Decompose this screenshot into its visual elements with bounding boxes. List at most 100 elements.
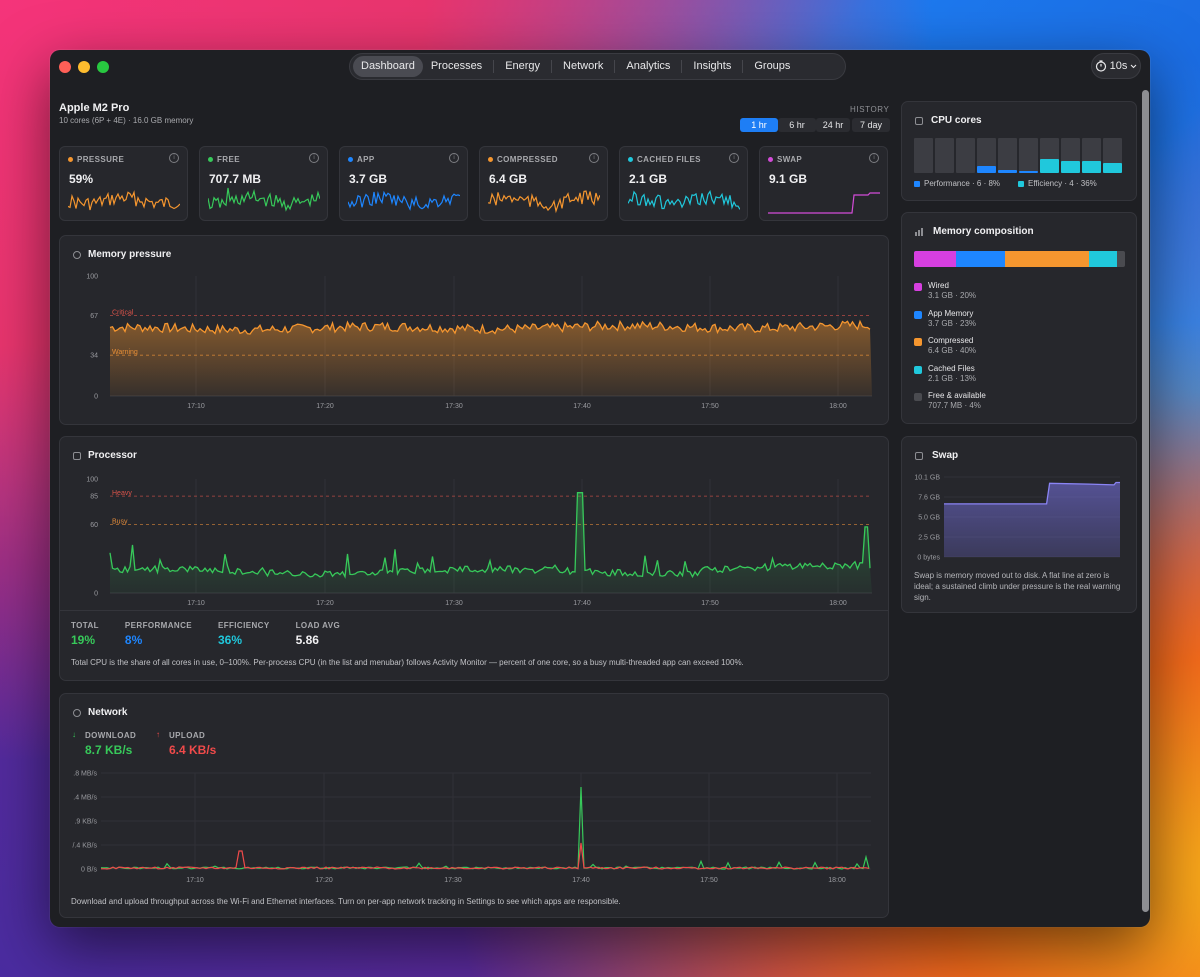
core-bar-4[interactable] (977, 138, 996, 173)
core-bar-10[interactable] (1103, 138, 1122, 173)
info-icon[interactable]: i (449, 153, 459, 163)
swap-panel: Swap 10.1 GB 7.6 GB 5.0 GB 2.5 GB 0 bytes Sw… (901, 436, 1137, 613)
core-bar-3[interactable] (956, 138, 975, 173)
tab-dashboard[interactable]: Dashboard (353, 56, 423, 77)
processor-stat-total: TOTAL 19% (71, 621, 99, 647)
swap-chart: 10.1 GB 7.6 GB 5.0 GB 2.5 GB 0 bytes (914, 475, 1120, 562)
stat-card-compressed[interactable]: COMPRESSED i 6.4 GB (479, 146, 608, 221)
tab-divider (614, 60, 616, 73)
core-bar-7[interactable] (1040, 138, 1059, 173)
info-icon[interactable]: i (169, 153, 179, 163)
info-icon[interactable]: i (729, 153, 739, 163)
stat-card-pressure[interactable]: PRESSURE i 59% (59, 146, 188, 221)
swap-note: Swap is memory moved out to disk. A flat… (914, 571, 1121, 602)
stat-label: APP (348, 155, 375, 164)
stat-label-text: PRESSURE (77, 155, 125, 164)
globe-icon (73, 709, 81, 717)
x-tick-label: 17:30 (444, 877, 462, 884)
swap-line (944, 481, 1120, 505)
x-tick-label: 18:00 (829, 600, 847, 607)
close-button[interactable] (59, 61, 71, 73)
core-bar-8[interactable] (1061, 138, 1080, 173)
stat-label: EFFICIENCY (218, 621, 270, 630)
core-bar-9[interactable] (1082, 138, 1101, 173)
processor-stat-performance: PERFORMANCE 8% (125, 621, 192, 647)
stat-value: 9.1 GB (769, 172, 808, 186)
status-dot (68, 157, 73, 163)
tab-energy[interactable]: Energy (505, 60, 541, 72)
core-load-fill (977, 166, 996, 173)
info-icon[interactable]: i (309, 153, 319, 163)
memory-composition-title: Memory composition (933, 226, 1034, 237)
minimize-button[interactable] (78, 61, 90, 73)
memory-segment-cached-files[interactable] (1089, 251, 1117, 267)
core-bar-1[interactable] (914, 138, 933, 173)
tab-processes[interactable]: Processes (430, 60, 483, 72)
stat-label: PRESSURE (68, 155, 124, 164)
stat-value: 6.4 GB (489, 172, 528, 186)
legend-detail: 3.1 GB · 20% (928, 291, 977, 300)
stat-label: COMPRESSED (488, 155, 558, 164)
info-icon[interactable]: i (869, 153, 879, 163)
stat-label-text: SWAP (777, 155, 803, 164)
range-1hr[interactable]: 1 hr (740, 118, 778, 132)
refresh-interval-button[interactable]: 10s (1091, 53, 1141, 79)
processor-stats: TOTAL 19% PERFORMANCE 8% EFFICIENCY 36% LOAD A… (71, 621, 366, 647)
pressure-area (110, 321, 872, 396)
core-bar-2[interactable] (935, 138, 954, 173)
processor-title: Processor (88, 450, 137, 461)
stat-card-free[interactable]: FREE i 707.7 MB (199, 146, 328, 221)
memory-composition-bar (914, 251, 1125, 267)
range-7day[interactable]: 7 day (852, 118, 890, 132)
tab-groups[interactable]: Groups (754, 60, 791, 72)
download-line (100, 786, 870, 870)
y-tick-label: 7.6 GB (918, 495, 940, 502)
memory-segment-wired[interactable] (914, 251, 957, 267)
stat-label: CACHED FILES (628, 155, 701, 164)
stat-label: PERFORMANCE (124, 621, 192, 630)
stat-card-cached-files[interactable]: CACHED FILES i 2.1 GB (619, 146, 748, 221)
core-bar-5[interactable] (998, 138, 1017, 173)
y-tick-label: 34 (90, 353, 98, 360)
legend-detail: 3.7 GB · 23% (928, 318, 977, 328)
stat-card-swap[interactable]: SWAP i 9.1 GB (759, 146, 888, 221)
core-load-fill (1061, 160, 1080, 173)
tab-divider (742, 60, 744, 73)
legend-name: Cached Files (928, 363, 975, 373)
memory-segment-app-memory[interactable] (956, 251, 1005, 267)
tab-insights[interactable]: Insights (693, 60, 732, 72)
sparkline (628, 190, 740, 210)
upload-value: 6.4 KB/s (169, 743, 217, 757)
sparkline (208, 187, 320, 212)
processor-panel: Processor 17:10 17:20 17:30 17:40 17:50 18:00… (59, 436, 889, 681)
range-6hr[interactable]: 6 hr (778, 118, 816, 132)
memory-segment-free-available[interactable] (1116, 251, 1125, 267)
x-tick-label: 17:10 (187, 600, 205, 607)
stat-value: 19% (71, 633, 96, 647)
range-24hr[interactable]: 24 hr (816, 118, 850, 132)
tab-network[interactable]: Network (563, 60, 604, 72)
legend-swatch (914, 365, 922, 374)
stat-label: FREE (208, 155, 240, 164)
pressure-line (109, 319, 871, 335)
threshold-label: Critical (112, 310, 134, 317)
tab-divider (493, 60, 495, 73)
sparkline-line (208, 187, 320, 212)
scrollbar-thumb[interactable] (1142, 90, 1149, 912)
memory-legend-item: Cached Files 2.1 GB · 13% (914, 364, 976, 383)
tab-analytics[interactable]: Analytics (626, 60, 671, 72)
performance-legend: Performance · 6 · 8% (924, 179, 1001, 188)
stat-value: 5.86 (295, 633, 319, 647)
info-icon[interactable]: i (589, 153, 599, 163)
scrollbar[interactable] (1142, 90, 1149, 912)
legend-text: App Memory 3.7 GB · 23% (928, 309, 976, 328)
zoom-button[interactable] (97, 61, 109, 73)
status-dot (208, 157, 213, 163)
stat-card-app[interactable]: APP i 3.7 GB (339, 146, 468, 221)
core-bar-6[interactable] (1019, 138, 1038, 173)
upload-arrow-icon: ↑ (156, 730, 161, 739)
upload-label: UPLOAD (169, 731, 206, 740)
stat-value: 707.7 MB (209, 172, 262, 186)
y-tick-label: 60 (90, 522, 98, 529)
memory-segment-compressed[interactable] (1004, 251, 1090, 267)
